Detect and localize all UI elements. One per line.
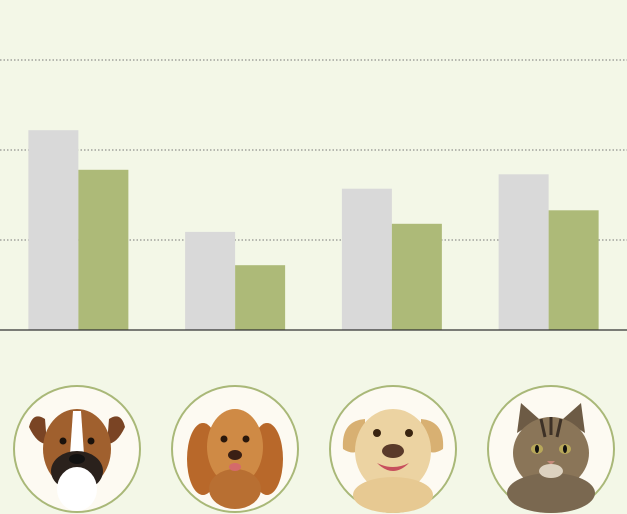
boxer-portrait [13,385,141,513]
bar [235,265,286,330]
bar [548,210,599,330]
bar [341,188,392,330]
cat-portrait [487,385,615,513]
pet-portraits [13,385,615,513]
bar [78,169,129,330]
bar [185,231,236,330]
bar [391,223,442,330]
labrador-portrait [329,385,457,513]
bar [28,130,79,330]
bar [498,174,549,330]
spaniel-portrait [171,385,299,513]
